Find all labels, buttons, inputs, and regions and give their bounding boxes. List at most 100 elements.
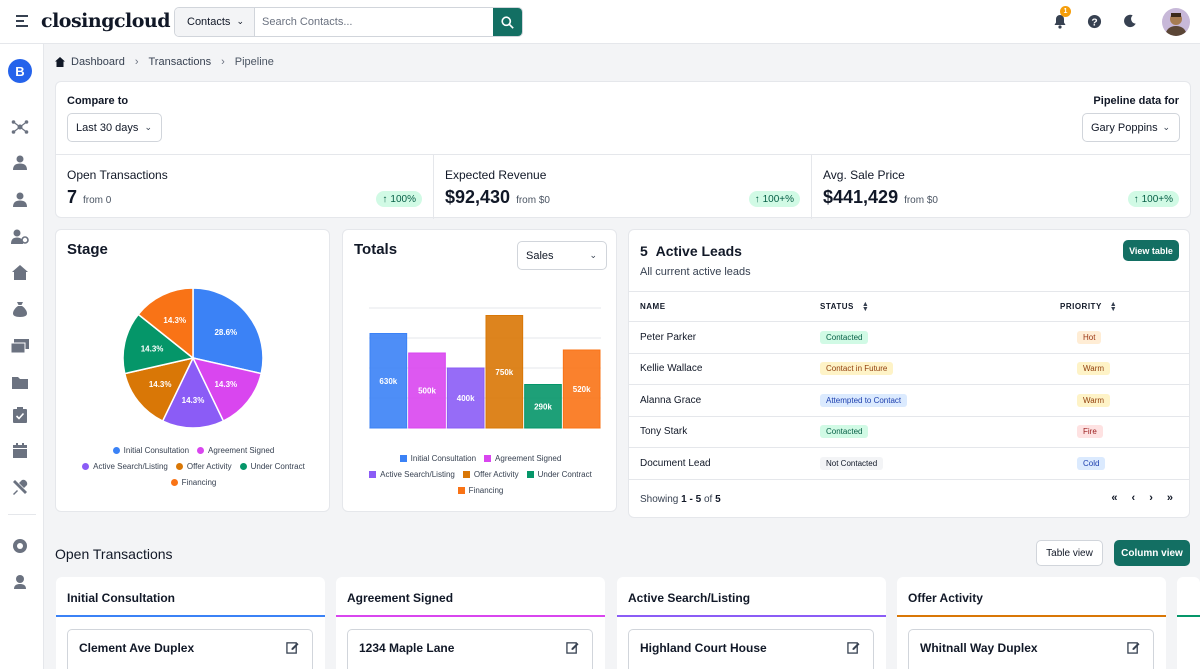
edit-icon[interactable] <box>847 641 861 655</box>
next-page-icon[interactable]: › <box>1149 492 1153 504</box>
legend-item[interactable]: Financing <box>457 486 503 495</box>
legend-item[interactable]: Under Contract <box>239 462 305 471</box>
bar[interactable] <box>446 367 485 429</box>
user-icon[interactable] <box>11 153 29 171</box>
legend-item[interactable]: Offer Activity <box>175 462 232 471</box>
top-bar: closingcloud Contacts ⌄ 1 ? <box>0 0 1200 44</box>
edit-icon[interactable] <box>1127 641 1141 655</box>
calendar-icon[interactable] <box>11 441 29 459</box>
search-scope-select[interactable]: Contacts ⌄ <box>175 8 255 36</box>
bar[interactable] <box>369 333 408 429</box>
pipeline-column: Agreement Signed 1234 Maple Lane <box>336 577 605 669</box>
bar[interactable] <box>524 384 562 429</box>
column-view-button[interactable]: Column view <box>1114 540 1190 566</box>
lead-name[interactable]: Alanna Grace <box>629 384 820 417</box>
breadcrumb-transactions[interactable]: Transactions <box>148 56 212 68</box>
leads-header-row: NAME STATUS ▲ ▼ PRIORITY ▲ ▼ <box>629 291 1189 322</box>
lead-priority-cell: Warm <box>1060 384 1189 417</box>
bar[interactable] <box>485 315 524 429</box>
lead-name[interactable]: Document Lead <box>629 447 820 480</box>
legend-item[interactable]: Agreement Signed <box>197 446 274 455</box>
notifications-button[interactable]: 1 <box>1051 6 1071 30</box>
table-row[interactable]: Kellie Wallace Contact in Future Warm <box>629 353 1189 385</box>
house-icon[interactable] <box>11 263 29 281</box>
pie-slice[interactable] <box>191 356 263 423</box>
table-row[interactable]: Peter Parker Contacted Hot <box>629 321 1189 354</box>
last-page-icon[interactable]: » <box>1166 492 1173 504</box>
lead-name[interactable]: Peter Parker <box>629 321 820 354</box>
edit-icon[interactable] <box>286 641 300 655</box>
legend-item[interactable]: Financing <box>170 478 216 487</box>
legend-marker <box>170 479 178 486</box>
compare-select[interactable]: Last 30 days ⌄ <box>67 113 162 142</box>
col-status[interactable]: STATUS ▲ ▼ <box>820 291 1060 322</box>
deal-name[interactable]: Highland Court House <box>640 641 767 655</box>
deal-card[interactable]: Highland Court House <box>628 629 874 669</box>
pipeline-value: Gary Poppins <box>1091 122 1158 134</box>
mail-stack-icon[interactable] <box>11 337 29 355</box>
theme-toggle-button[interactable] <box>1121 12 1139 30</box>
pie-slice-label: 14.3% <box>149 380 172 389</box>
folder-icon[interactable] <box>11 373 29 391</box>
legend-item[interactable]: Active Search/Listing <box>82 462 168 471</box>
lead-name[interactable]: Tony Stark <box>629 416 820 448</box>
pie-slice[interactable] <box>192 287 264 375</box>
stat-number: $441,429 <box>823 187 899 207</box>
deal-name[interactable]: Whitnall Way Duplex <box>920 641 1038 655</box>
clipboard-check-icon[interactable] <box>11 406 29 424</box>
lead-name[interactable]: Kellie Wallace <box>629 353 820 385</box>
table-row[interactable]: Tony Stark Contacted Fire <box>629 416 1189 448</box>
pie-slice[interactable] <box>122 313 195 375</box>
network-icon[interactable] <box>11 118 29 136</box>
table-row[interactable]: Alanna Grace Attempted to Contact Warm <box>629 384 1189 417</box>
pie-slice[interactable] <box>161 356 225 429</box>
lead-priority-cell: Hot <box>1060 321 1189 354</box>
user-settings-icon[interactable] <box>11 227 29 245</box>
totals-metric-select[interactable]: Sales ⌄ <box>517 241 607 270</box>
help-button[interactable]: ? <box>1085 12 1103 30</box>
totals-metric-value: Sales <box>526 250 554 262</box>
deal-name[interactable]: 1234 Maple Lane <box>359 641 455 655</box>
table-view-button[interactable]: Table view <box>1036 540 1103 566</box>
money-bag-icon[interactable] <box>11 300 29 318</box>
user-avatar[interactable] <box>1162 8 1190 36</box>
legend-item[interactable]: Initial Consultation <box>112 446 189 455</box>
search-button[interactable] <box>493 8 522 36</box>
home-icon[interactable] <box>55 57 65 67</box>
sort-icon[interactable]: ▲ ▼ <box>1109 300 1118 313</box>
pie-slice[interactable] <box>137 287 194 360</box>
pie-slice[interactable] <box>123 356 195 423</box>
tools-icon[interactable] <box>11 478 29 496</box>
deal-card[interactable]: Whitnall Way Duplex <box>908 629 1154 669</box>
pipeline-label: Pipeline data for <box>1093 95 1179 107</box>
legend-item[interactable]: Initial Consultation <box>399 454 476 463</box>
bar[interactable] <box>408 352 446 429</box>
pipeline-user-select[interactable]: Gary Poppins ⌄ <box>1082 113 1180 142</box>
stat-change-badge: ↑ 100+% <box>748 191 800 207</box>
search-input[interactable] <box>262 8 492 36</box>
agent-icon[interactable] <box>11 572 29 590</box>
first-page-icon[interactable]: « <box>1111 492 1118 504</box>
edit-icon[interactable] <box>566 641 580 655</box>
sidebar-divider <box>8 514 36 515</box>
legend-item[interactable]: Offer Activity <box>462 470 519 479</box>
prev-page-icon[interactable]: ‹ <box>1131 492 1136 504</box>
legend-item[interactable]: Agreement Signed <box>484 454 561 463</box>
legend-item[interactable]: Active Search/Listing <box>369 470 455 479</box>
col-priority[interactable]: PRIORITY ▲ ▼ <box>1060 291 1189 322</box>
deal-card[interactable]: Clement Ave Duplex <box>67 629 313 669</box>
app-logo[interactable]: closingcloud <box>41 10 171 32</box>
contact-icon[interactable] <box>11 190 29 208</box>
support-icon[interactable] <box>11 537 29 555</box>
bar[interactable] <box>562 349 601 429</box>
deal-card[interactable]: 1234 Maple Lane <box>347 629 593 669</box>
breadcrumb-dashboard[interactable]: Dashboard <box>71 56 125 68</box>
menu-icon[interactable] <box>16 15 28 27</box>
view-table-button[interactable]: View table <box>1123 240 1179 261</box>
table-row[interactable]: Document Lead Not Contacted Cold <box>629 447 1189 480</box>
org-avatar[interactable]: B <box>8 59 32 83</box>
sort-icon[interactable]: ▲ ▼ <box>861 300 870 313</box>
legend-item[interactable]: Under Contract <box>526 470 592 479</box>
stat-title: Open Transactions <box>67 168 168 182</box>
deal-name[interactable]: Clement Ave Duplex <box>79 641 195 655</box>
